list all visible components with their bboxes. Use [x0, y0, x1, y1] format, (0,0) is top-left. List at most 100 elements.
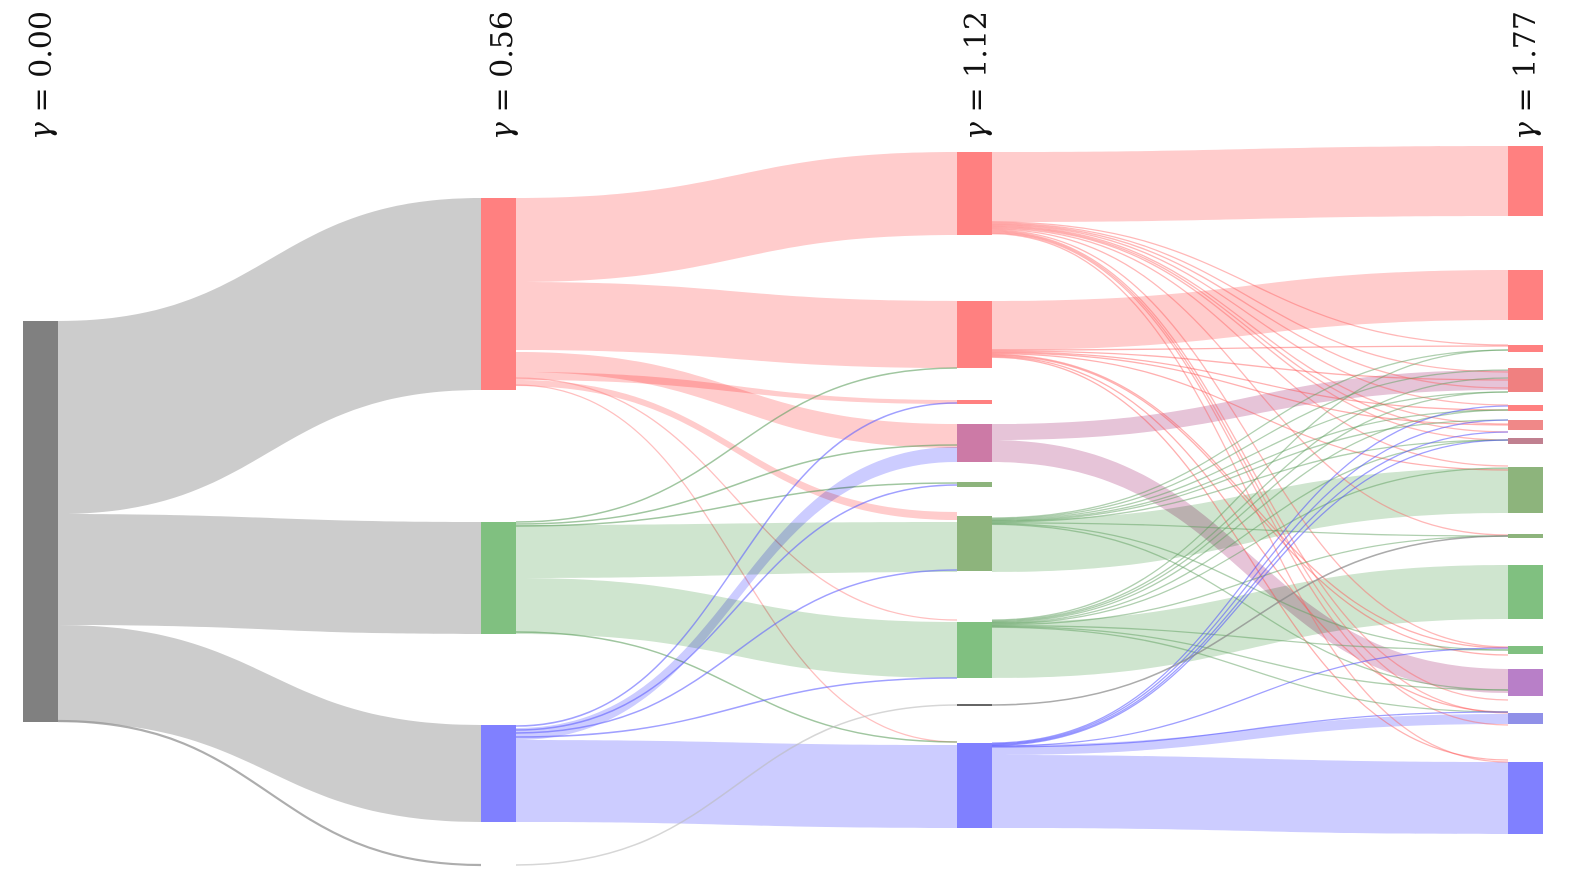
link-green1-thin-d [515, 631, 958, 743]
link-pink2-pink3 [992, 370, 1508, 440]
column-labels: γ = 0.00 γ = 0.56 γ = 1.12 γ = 1.77 [24, 11, 1543, 140]
link-blue1-thin-c [515, 569, 958, 734]
link-blue2-thin-0 [991, 405, 1509, 744]
node-c1-blue [481, 725, 516, 822]
link-blue2-blue3 [992, 755, 1508, 834]
link-olive2-thin-0 [991, 349, 1509, 519]
link-blue2-thin-2 [991, 431, 1509, 746]
node-c3-red-f [1508, 420, 1543, 430]
node-c3-pinkgrey [1508, 438, 1543, 444]
column-label-1: γ = 0.56 [485, 11, 520, 140]
node-c3-red-d [1508, 368, 1543, 392]
link-blue1-thin-b [515, 484, 958, 731]
link-red2a-thin-2 [991, 223, 1509, 389]
link-green2-thin-8 [991, 625, 1509, 691]
link-red2a-thin-5 [991, 225, 1509, 433]
link-red2b-thin-2 [991, 351, 1509, 411]
link-blue2-periwinkle3 [992, 714, 1508, 755]
link-red2a-red3a [992, 146, 1508, 222]
node-c2-green [957, 622, 992, 678]
link-olive2-olive3 [992, 468, 1508, 572]
link-blue2-thin-3 [991, 439, 1509, 747]
link-root-blue [58, 625, 481, 822]
link-green2-thin-6 [991, 535, 1509, 626]
link-blue2-thin-1 [991, 419, 1509, 745]
node-c1-red [481, 198, 516, 390]
link-olive2-thin-7 [991, 522, 1509, 651]
link-olive2-thin-4 [991, 419, 1509, 522]
link-red2b-thin-5 [991, 353, 1509, 649]
sankey-nodes [23, 146, 1543, 834]
link-red2a-thin-8 [991, 228, 1509, 536]
node-c2-blue [957, 743, 992, 828]
column-label-0: γ = 0.00 [24, 11, 59, 140]
node-c2-red-c [957, 400, 992, 404]
link-green2-green3 [992, 565, 1508, 678]
node-c3-olive-small [1508, 534, 1543, 538]
link-green1-thin-a [515, 367, 958, 523]
node-c3-red-e [1508, 405, 1543, 411]
node-c3-purple [1508, 669, 1543, 696]
link-grey2-grey3 [991, 535, 1509, 706]
link-red2b-thin-4 [991, 352, 1509, 471]
node-c3-red-b [1508, 270, 1543, 320]
column-label-3: γ = 1.77 [1508, 11, 1543, 140]
node-c2-olive-small [957, 482, 992, 487]
link-red2b-thin-7 [991, 355, 1509, 713]
node-c3-periwinkle [1508, 713, 1543, 724]
link-green2-thin-5 [991, 467, 1509, 625]
link-red2a-thin-0 [991, 221, 1509, 346]
link-blue2-thin-5 [991, 711, 1509, 748]
node-c2-grey [957, 704, 992, 706]
link-green2-thin-4 [991, 439, 1509, 624]
link-red1-red2b [516, 282, 957, 368]
link-root-red [58, 198, 481, 514]
node-c3-blue [1508, 762, 1543, 834]
link-root-green [58, 514, 481, 634]
node-c2-pink [957, 424, 992, 462]
column-label-2: γ = 1.12 [959, 11, 994, 140]
link-green2-thin-9 [991, 626, 1509, 713]
link-green1-thin-c [515, 482, 958, 527]
link-blue1-blue2 [516, 740, 957, 828]
link-red2b-thin-0 [991, 345, 1509, 351]
link-green1-green2 [516, 578, 957, 678]
node-c3-red-a [1508, 146, 1543, 216]
link-olive2-thin-6 [991, 522, 1509, 537]
link-green2-thin-7 [991, 624, 1509, 651]
link-red2a-thin-1 [991, 222, 1509, 373]
link-blue2-thin-4 [991, 647, 1509, 747]
link-red2a-thin-12 [991, 232, 1509, 726]
link-red2a-thin-6 [991, 226, 1509, 441]
link-red1-red2a [516, 152, 957, 282]
link-green1-thin-b [515, 444, 958, 525]
link-red2a-thin-3 [991, 224, 1509, 406]
link-red2a-thin-4 [991, 224, 1509, 425]
link-blue1-pink2 [516, 447, 957, 740]
link-blue1-thin-d [515, 677, 958, 738]
node-c3-red-c [1508, 345, 1543, 352]
link-pink2-purple3 [992, 440, 1508, 693]
link-grey1-grey2 [515, 704, 958, 866]
link-red2b-thin-6 [991, 354, 1509, 656]
node-c3-olive [1508, 467, 1543, 513]
sankey-links [57, 146, 1509, 867]
node-c2-olive [957, 516, 992, 571]
link-red1-thin-a [515, 377, 958, 621]
node-c3-green-small [1508, 646, 1543, 654]
link-olive2-thin-5 [991, 439, 1509, 523]
link-red1-olive2 [516, 380, 957, 520]
link-green2-thin-0 [991, 349, 1509, 621]
link-root-grey-minor [57, 719, 482, 867]
link-blue1-thin-a [515, 402, 958, 727]
link-red2a-thin-9 [991, 229, 1509, 648]
node-c1-green [481, 522, 516, 634]
link-olive2-thin-1 [991, 369, 1509, 520]
link-olive2-thin-2 [991, 391, 1509, 521]
node-root [23, 321, 58, 722]
node-c3-green [1508, 565, 1543, 619]
link-red2a-thin-13 [991, 233, 1509, 763]
link-red1-red2c [516, 372, 957, 404]
link-green1-olive2 [516, 522, 957, 578]
